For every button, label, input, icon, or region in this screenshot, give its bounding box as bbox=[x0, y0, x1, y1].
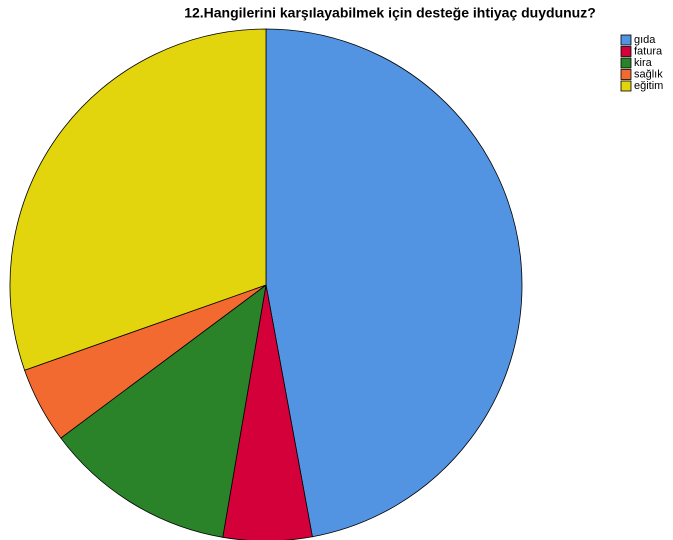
legend-label: sağlık bbox=[634, 68, 663, 80]
legend-label: fatura bbox=[634, 45, 663, 57]
legend-swatch bbox=[620, 57, 632, 69]
legend-label: eğitim bbox=[634, 80, 663, 92]
legend-swatch bbox=[620, 69, 632, 80]
pie-slice bbox=[60, 284, 267, 538]
pie-slice bbox=[265, 28, 523, 538]
pie-slice bbox=[9, 28, 267, 371]
legend-swatch bbox=[620, 46, 632, 57]
legend-label: kira bbox=[634, 57, 653, 69]
legend-label: gıda bbox=[634, 34, 656, 46]
chart-title: 12.Hangilerini karşılayabilmek için dest… bbox=[184, 5, 596, 21]
legend-swatch bbox=[620, 34, 632, 46]
legend-swatch bbox=[620, 80, 632, 92]
